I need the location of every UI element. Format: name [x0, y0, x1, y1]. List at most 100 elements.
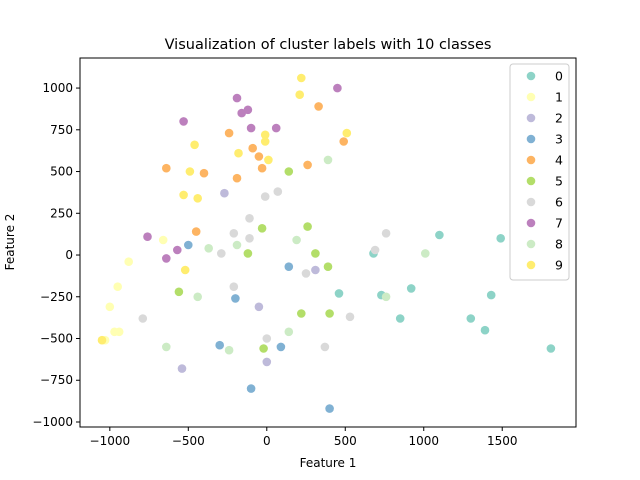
data-point-class-4: [314, 102, 323, 111]
data-point-class-8: [421, 249, 430, 258]
legend-marker: [526, 176, 536, 186]
y-axis: −1000 −750 −500 −250 0 250 500 750 1000: [32, 81, 80, 429]
data-point-class-0: [466, 314, 476, 323]
legend-label: 5: [555, 174, 563, 189]
data-point-class-6: [301, 269, 311, 278]
data-point-class-8: [204, 244, 213, 253]
data-point-class-5: [303, 222, 312, 231]
y-tick-label: 750: [50, 123, 73, 137]
data-point-class-6: [245, 234, 254, 243]
y-tick-label: 500: [50, 165, 73, 179]
data-point-class-0: [546, 344, 556, 353]
data-point-class-5: [243, 249, 253, 258]
legend-marker: [526, 197, 536, 207]
data-point-class-7: [243, 105, 253, 115]
data-point-class-4: [339, 137, 349, 146]
data-point-class-9: [97, 335, 107, 345]
data-point-class-2: [254, 302, 264, 312]
data-point-class-6: [138, 314, 148, 323]
data-point-class-7: [232, 93, 242, 103]
data-point-class-6: [217, 249, 226, 258]
legend-label: 9: [555, 258, 563, 273]
y-tick-label: 250: [50, 206, 73, 220]
data-point-class-3: [276, 342, 286, 352]
data-point-class-7: [271, 123, 281, 133]
data-point-class-0: [435, 230, 444, 240]
data-point-class-6: [260, 192, 270, 201]
plot-frame: [79, 57, 577, 428]
data-point-class-7: [246, 123, 256, 133]
x-tick-label: 500: [334, 434, 357, 448]
legend-label: 3: [555, 132, 563, 147]
data-point-class-5: [284, 167, 294, 176]
data-point-class-9: [190, 140, 199, 150]
data-point-class-1: [158, 235, 168, 245]
legend-label: 8: [555, 237, 563, 252]
data-point-class-0: [496, 234, 506, 243]
data-point-class-5: [323, 262, 333, 272]
legend-marker: [526, 239, 536, 249]
data-point-class-6: [229, 229, 239, 238]
data-point-class-9: [260, 130, 270, 140]
data-point-class-6: [273, 187, 283, 196]
data-point-class-4: [254, 152, 264, 161]
legend-marker: [526, 134, 536, 144]
legend-marker: [526, 218, 536, 228]
x-tick-label: 1500: [487, 434, 518, 448]
data-point-class-7: [333, 83, 342, 93]
data-point-class-4: [303, 160, 312, 170]
data-point-class-7: [179, 117, 188, 126]
legend-label: 2: [555, 111, 563, 126]
data-point-class-1: [105, 302, 115, 312]
x-tick-label: −500: [172, 434, 205, 448]
x-axis-label: Feature 1: [300, 456, 357, 470]
data-point-class-0: [486, 290, 496, 300]
data-point-class-9: [297, 73, 306, 83]
data-point-class-3: [184, 240, 193, 250]
data-point-class-8: [232, 240, 242, 250]
data-point-class-8: [292, 235, 301, 245]
data-point-class-4: [257, 163, 267, 173]
data-point-class-9: [180, 265, 190, 275]
data-point-class-2: [177, 364, 187, 373]
legend-marker: [526, 113, 536, 123]
data-point-class-6: [245, 214, 254, 223]
data-point-class-0: [406, 284, 416, 293]
x-axis: −1000 −500 0 500 1000 1500: [90, 427, 518, 448]
legend-marker: [526, 71, 536, 81]
data-point-class-4: [224, 128, 234, 138]
data-point-class-9: [342, 128, 352, 138]
data-point-class-8: [162, 342, 171, 352]
data-point-class-9: [295, 90, 305, 99]
data-point-class-5: [259, 344, 268, 353]
data-point-class-8: [323, 155, 333, 165]
x-tick-label: 0: [263, 434, 271, 448]
data-point-class-5: [311, 249, 320, 258]
data-point-class-9: [234, 148, 243, 158]
data-point-class-9: [264, 155, 273, 165]
legend-marker: [526, 260, 536, 270]
x-tick-label: −1000: [90, 434, 131, 448]
data-point-class-6: [262, 334, 272, 343]
data-point-class-4: [232, 173, 242, 183]
data-point-class-2: [220, 188, 229, 198]
data-point-class-0: [395, 314, 405, 323]
data-point-class-8: [284, 327, 294, 337]
data-point-class-3: [215, 340, 224, 350]
y-tick-label: 0: [65, 248, 73, 262]
chart-title: Visualization of cluster labels with 10 …: [165, 37, 492, 53]
data-point-class-9: [185, 167, 195, 176]
data-point-class-9: [193, 194, 202, 203]
data-point-class-4: [248, 143, 257, 153]
data-point-class-1: [114, 327, 124, 337]
data-point-class-8: [193, 292, 202, 302]
data-point-class-6: [229, 282, 239, 292]
data-point-class-8: [224, 345, 234, 355]
data-point-class-6: [370, 245, 380, 255]
legend-label: 4: [555, 153, 563, 168]
data-point-class-0: [334, 289, 344, 298]
y-tick-label: −750: [40, 373, 73, 387]
data-point-class-5: [174, 287, 184, 297]
points-layer: [97, 73, 556, 413]
